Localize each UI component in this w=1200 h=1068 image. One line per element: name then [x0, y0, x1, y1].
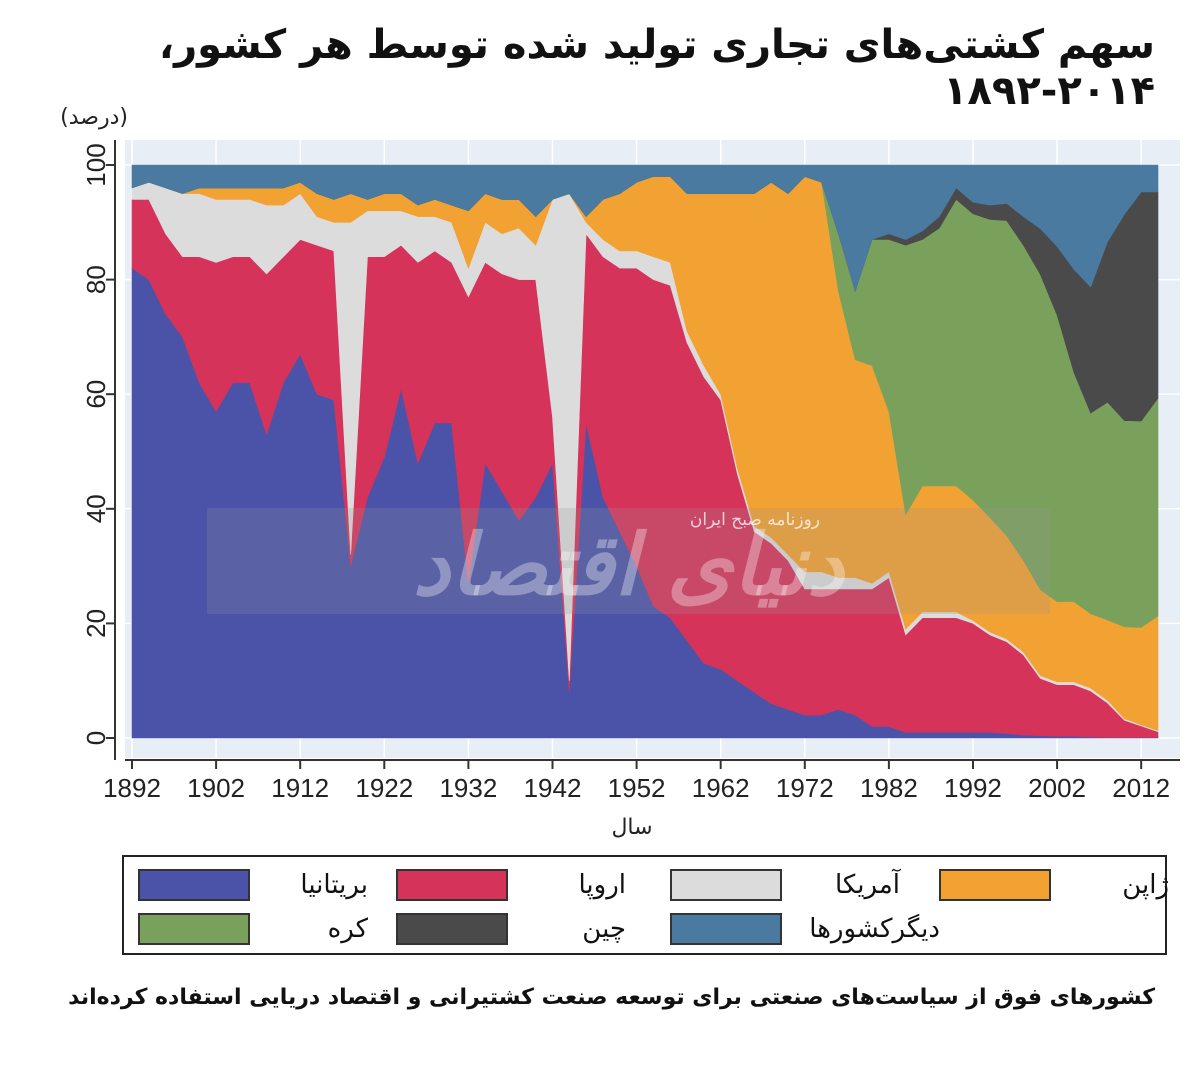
x-tick-label-1992: 1992 [944, 773, 1002, 803]
chart-title: سهم کشتی‌های تجاری تولید شده توسط هر کشو… [158, 22, 1156, 114]
area-series [131, 164, 1159, 739]
x-tick-label-1902: 1902 [187, 773, 245, 803]
x-tick-label-1972: 1972 [776, 773, 834, 803]
area-series-others [131, 164, 1159, 293]
legend-label-korea: کره [327, 914, 368, 944]
y-tick-label-60: 60 [81, 380, 111, 409]
y-tick-label-100: 100 [81, 143, 111, 186]
y-tick-label-20: 20 [81, 609, 111, 638]
x-tick-label-1982: 1982 [860, 773, 918, 803]
y-tick-label-40: 40 [81, 494, 111, 523]
legend-label-britain: بریتانیا [300, 870, 368, 900]
x-tick-label-1962: 1962 [692, 773, 750, 803]
legend: بریتانیا اروپا آمریکا ژاپن کره چین دیگرک… [122, 855, 1169, 955]
legend-label-china: چین [582, 914, 626, 944]
x-tick-label-1912: 1912 [271, 773, 329, 803]
legend-label-europe: اروپا [578, 870, 627, 900]
x-tick-label-1892: 1892 [103, 773, 161, 803]
x-tick-label-2012: 2012 [1112, 773, 1170, 803]
legend-label-others: دیگرکشورها [809, 914, 940, 944]
legend-label-japan: ژاپن [1122, 870, 1169, 900]
y-tick-label-80: 80 [81, 265, 111, 294]
legend-label-america: آمریکا [834, 870, 900, 900]
legend-swatch-europe [396, 869, 508, 901]
legend-swatch-britain [138, 869, 250, 901]
x-tick-label-1922: 1922 [355, 773, 413, 803]
x-tick-label-1942: 1942 [524, 773, 582, 803]
legend-swatch-others [670, 913, 782, 945]
x-axis-title: سال [611, 815, 652, 840]
legend-swatch-korea [138, 913, 250, 945]
legend-swatch-japan [939, 869, 1051, 901]
x-tick-label-1932: 1932 [439, 773, 497, 803]
y-ticks: 0 20 40 60 80 100 [81, 143, 115, 745]
y-axis-title: (درصد) [60, 105, 128, 130]
x-ticks: 1892 1902 1912 1922 1932 1942 1952 1962 1972 1982… [103, 760, 1170, 803]
footnote: کشورهای فوق از سیاست‌های صنعتی برای توسع… [68, 985, 1155, 1010]
x-tick-label-1952: 1952 [608, 773, 666, 803]
x-tick-label-2002: 2002 [1028, 773, 1086, 803]
legend-swatch-china [396, 913, 508, 945]
y-tick-label-0: 0 [81, 731, 111, 745]
legend-swatch-america [670, 869, 782, 901]
